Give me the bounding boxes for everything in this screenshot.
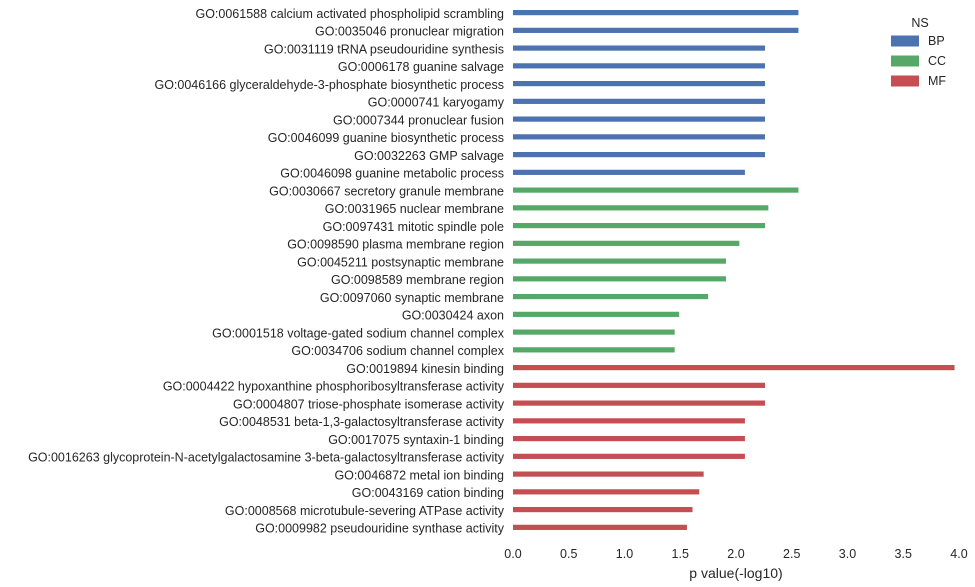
x-tick-label: 3.5 [895, 547, 912, 561]
bar [513, 294, 709, 300]
bar [513, 418, 745, 424]
category-label: GO:0035046 pronuclear migration [315, 25, 504, 39]
bar [513, 45, 765, 51]
category-label: GO:0046872 metal ion binding [334, 468, 504, 482]
category-label: GO:0048531 beta-1,3-galactosyltransferas… [219, 415, 505, 429]
legend-swatch [891, 35, 919, 47]
category-label: GO:0034706 sodium channel complex [291, 344, 504, 358]
category-label: GO:0016263 glycoprotein-N-acetylgalactos… [28, 451, 505, 465]
bar [513, 400, 765, 406]
legend-swatch [891, 55, 919, 67]
category-label: GO:0030424 axon [402, 309, 504, 323]
x-axis: 0.0 0.5 1.0 1.5 2.0 2.5 3.0 3.5 4.0 [504, 547, 967, 561]
bar [513, 187, 799, 193]
legend-swatch [891, 75, 919, 87]
category-labels: GO:0061588 calcium activated phospholipi… [28, 7, 505, 536]
bar [513, 382, 765, 388]
bar [513, 436, 745, 442]
category-label: GO:0017075 syntaxin-1 binding [328, 433, 504, 447]
x-axis-label: p value(-log10) [689, 565, 782, 581]
category-label: GO:0032263 GMP salvage [354, 149, 504, 163]
category-label: GO:0045211 postsynaptic membrane [297, 255, 504, 269]
x-tick-label: 1.5 [672, 547, 689, 561]
legend-title: NS [911, 16, 928, 30]
category-label: GO:0061588 calcium activated phospholipi… [195, 7, 504, 21]
bars-layer [513, 10, 955, 530]
bar [513, 134, 765, 140]
bar [513, 276, 726, 282]
category-label: GO:0046166 glyceraldehyde-3-phosphate bi… [154, 78, 504, 92]
x-tick-label: 0.5 [560, 547, 577, 561]
x-tick-label: 0.0 [504, 547, 521, 561]
legend-label: MF [928, 74, 946, 88]
x-tick-label: 2.0 [727, 547, 744, 561]
bar [513, 223, 765, 229]
bar [513, 489, 700, 495]
bar [513, 169, 745, 175]
bar [513, 524, 687, 530]
category-label: GO:0031965 nuclear membrane [325, 202, 504, 216]
category-label: GO:0004422 hypoxanthine phosphoribosyltr… [163, 380, 505, 394]
category-label: GO:0001518 voltage-gated sodium channel … [212, 326, 505, 340]
legend-entries: BP CC MF [891, 34, 946, 88]
bar [513, 240, 740, 246]
legend-label: CC [928, 54, 946, 68]
bar [513, 205, 769, 211]
category-label: GO:0019894 kinesin binding [346, 362, 504, 376]
category-label: GO:0007344 pronuclear fusion [333, 113, 504, 127]
bar [513, 98, 765, 104]
bar [513, 116, 765, 122]
bar [513, 311, 680, 317]
category-label: GO:0098589 membrane region [331, 273, 504, 287]
bar [513, 27, 799, 33]
x-tick-label: 1.0 [616, 547, 633, 561]
category-label: GO:0004807 triose-phosphate isomerase ac… [233, 397, 505, 411]
bar [513, 507, 693, 513]
x-tick-label: 2.5 [783, 547, 800, 561]
bar [513, 329, 675, 335]
category-label: GO:0097060 synaptic membrane [320, 291, 504, 305]
bar [513, 258, 726, 264]
category-label: GO:0009982 pseudouridine synthase activi… [255, 522, 505, 536]
category-label: GO:0000741 karyogamy [368, 96, 505, 110]
category-label: GO:0046099 guanine biosynthetic process [268, 131, 504, 145]
category-label: GO:0030667 secretory granule membrane [269, 184, 504, 198]
bar [513, 471, 704, 477]
legend-label: BP [928, 34, 945, 48]
bar [513, 152, 765, 158]
category-label: GO:0031119 tRNA pseudouridine synthesis [264, 42, 504, 56]
legend: NS BP CC MF [891, 16, 946, 88]
bar [513, 10, 799, 16]
bar [513, 81, 765, 87]
bar [513, 365, 955, 371]
x-tick-label: 3.0 [839, 547, 856, 561]
x-tick-label: 4.0 [950, 547, 967, 561]
bar [513, 63, 765, 69]
category-label: GO:0008568 microtubule-severing ATPase a… [225, 504, 505, 518]
bar [513, 347, 675, 353]
category-label: GO:0006178 guanine salvage [338, 60, 504, 74]
category-label: GO:0097431 mitotic spindle pole [323, 220, 504, 234]
bar [513, 453, 745, 459]
category-label: GO:0043169 cation binding [352, 486, 504, 500]
category-label: GO:0098590 plasma membrane region [287, 238, 504, 252]
category-label: GO:0046098 guanine metabolic process [280, 167, 504, 181]
